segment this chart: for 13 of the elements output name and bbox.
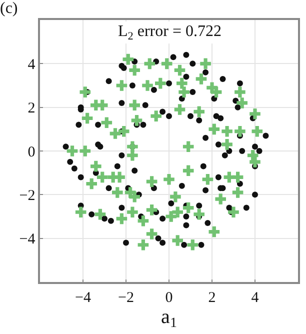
- y-tick-label: 4: [28, 56, 36, 73]
- y-tick-label: −4: [19, 232, 36, 248]
- annotation: L$_{2}$ error = 0.722: [118, 23, 222, 42]
- chart-title: (c): [0, 0, 18, 17]
- x-tick-label: −2: [118, 290, 134, 306]
- x-tick-label: 0: [165, 290, 173, 306]
- x-axis-title: a$_{1}$: [161, 306, 177, 331]
- x-tick-label: 2: [208, 290, 216, 306]
- x-tick-label: 4: [251, 290, 260, 306]
- y-tick-label: 0: [28, 144, 36, 160]
- y-tick-label: −2: [19, 188, 36, 204]
- x-tick-label: −4: [75, 290, 92, 306]
- y-tick-label: 2: [28, 100, 36, 117]
